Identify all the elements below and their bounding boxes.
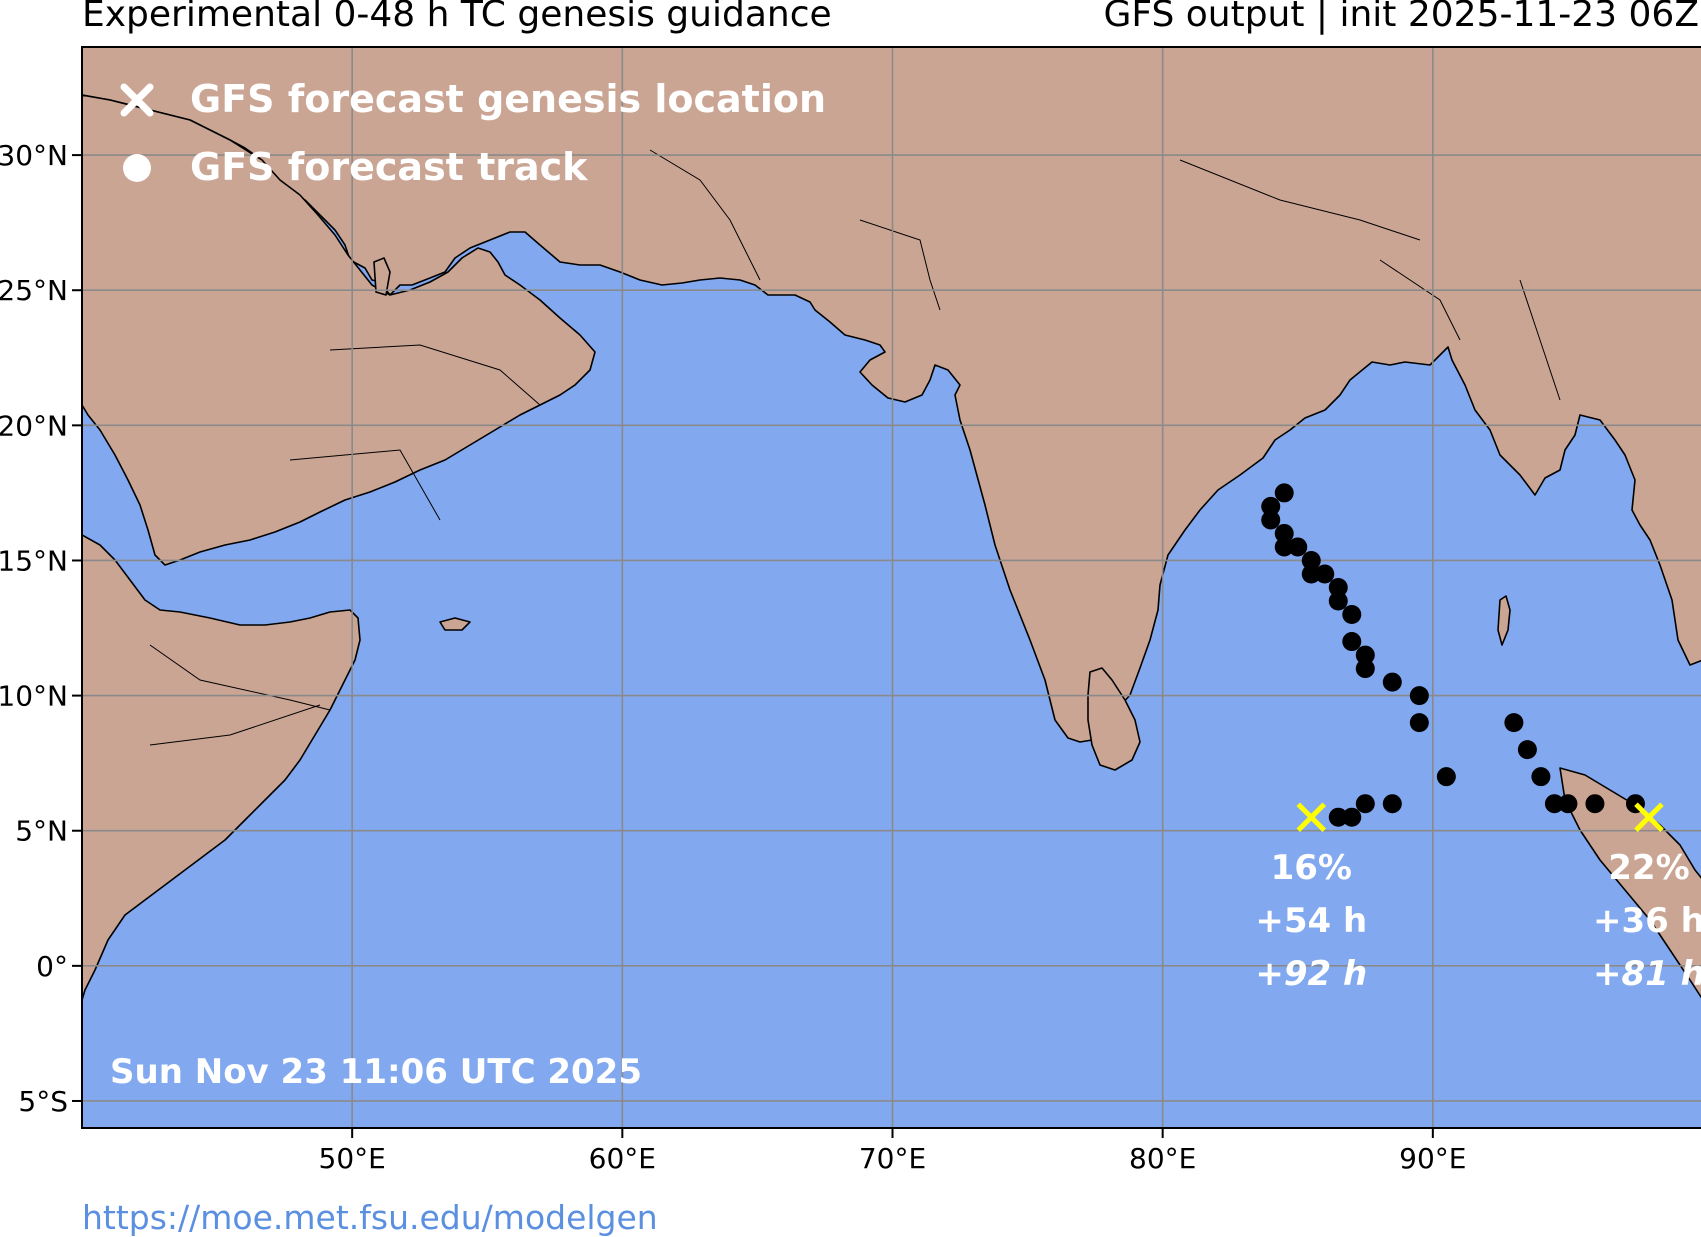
genesis-lead-time: +36 h xyxy=(1593,901,1701,941)
landmass-sumatra xyxy=(1559,767,1701,999)
track-point xyxy=(1301,550,1321,570)
lat-tick-label: 10°N xyxy=(0,680,68,713)
track-point xyxy=(1558,794,1578,814)
track-point xyxy=(1342,632,1362,652)
genesis-lead-time: +54 h xyxy=(1255,901,1367,941)
track-point xyxy=(1261,510,1281,530)
lat-tick-label: 20°N xyxy=(0,409,68,442)
lon-tick-label: 60°E xyxy=(589,1142,656,1175)
track-layer xyxy=(1261,483,1645,827)
track-point xyxy=(1585,794,1605,814)
landmass-africa xyxy=(82,534,361,1001)
land xyxy=(82,47,1701,1001)
track-point xyxy=(1409,686,1429,706)
track-point xyxy=(1544,794,1564,814)
track-point xyxy=(1409,713,1429,733)
figure-title: Experimental 0-48 h TC genesis guidance xyxy=(82,0,832,35)
legend: GFS forecast genesis location GFS foreca… xyxy=(120,77,826,189)
track-point xyxy=(1355,645,1375,665)
lon-tick-label: 70°E xyxy=(859,1142,926,1175)
track-point xyxy=(1274,483,1294,503)
tick-layer: 50°E 60°E 70°E 80°E 90°E 30°N 25°N 20°N 15°N 10°N… xyxy=(0,139,1466,1175)
landmass-andaman xyxy=(1497,595,1511,646)
track-point xyxy=(1517,740,1537,760)
landmass-sri-lanka xyxy=(1087,667,1141,771)
genesis-lead-time-italic: +92 h xyxy=(1255,954,1367,994)
track-point xyxy=(1382,672,1402,692)
lat-tick-label: 5°S xyxy=(18,1085,68,1118)
lat-tick-label: 5°N xyxy=(15,815,68,848)
genesis-marker xyxy=(1634,802,1664,832)
track-point xyxy=(1355,794,1375,814)
genesis-lead-time-italic: +81 h xyxy=(1593,954,1701,994)
track-point xyxy=(1328,591,1348,611)
track-point xyxy=(1382,794,1402,814)
track-point xyxy=(1328,807,1348,827)
track-point xyxy=(1288,537,1308,557)
landmass-socotra xyxy=(439,617,471,631)
track-point xyxy=(1531,767,1551,787)
run-timestamp: Sun Nov 23 11:06 UTC 2025 xyxy=(110,1052,642,1092)
genesis-x-icon xyxy=(120,83,154,117)
lon-tick-label: 90°E xyxy=(1399,1142,1466,1175)
grid xyxy=(82,47,1701,1128)
track-point xyxy=(1315,564,1335,584)
track-point xyxy=(1436,767,1456,787)
track-point xyxy=(1504,713,1524,733)
genesis-probability: 22% xyxy=(1608,848,1689,888)
landmass-qatar xyxy=(373,257,391,296)
lon-tick-label: 80°E xyxy=(1129,1142,1196,1175)
track-dot-icon xyxy=(123,154,151,182)
source-link[interactable]: https://moe.met.fsu.edu/modelgen xyxy=(82,1198,658,1237)
genesis-probability: 16% xyxy=(1271,848,1352,888)
track-point xyxy=(1342,807,1362,827)
genesis-marker xyxy=(1296,802,1327,832)
lat-tick-label: 30°N xyxy=(0,139,68,172)
borders xyxy=(149,149,1561,746)
landmass-arabia xyxy=(82,94,596,566)
track-point xyxy=(1328,578,1348,597)
model-init-label: GFS output | init 2025-11-23 06Z xyxy=(1103,0,1699,35)
legend-track-label: GFS forecast track xyxy=(190,145,588,189)
track-point xyxy=(1261,496,1281,516)
genesis-layer: 16% +54 h +92 h 22% +36 h +81 h xyxy=(1255,802,1701,994)
lat-tick-label: 25°N xyxy=(0,274,68,307)
track-point xyxy=(1342,605,1362,625)
track-point xyxy=(1274,537,1294,557)
track-point xyxy=(1355,659,1375,679)
lon-tick-label: 50°E xyxy=(319,1142,386,1175)
lat-tick-label: 15°N xyxy=(0,544,68,577)
lat-tick-label: 0° xyxy=(36,950,68,983)
track-point xyxy=(1274,523,1294,543)
legend-genesis-label: GFS forecast genesis location xyxy=(190,77,826,121)
track-point xyxy=(1301,564,1321,584)
